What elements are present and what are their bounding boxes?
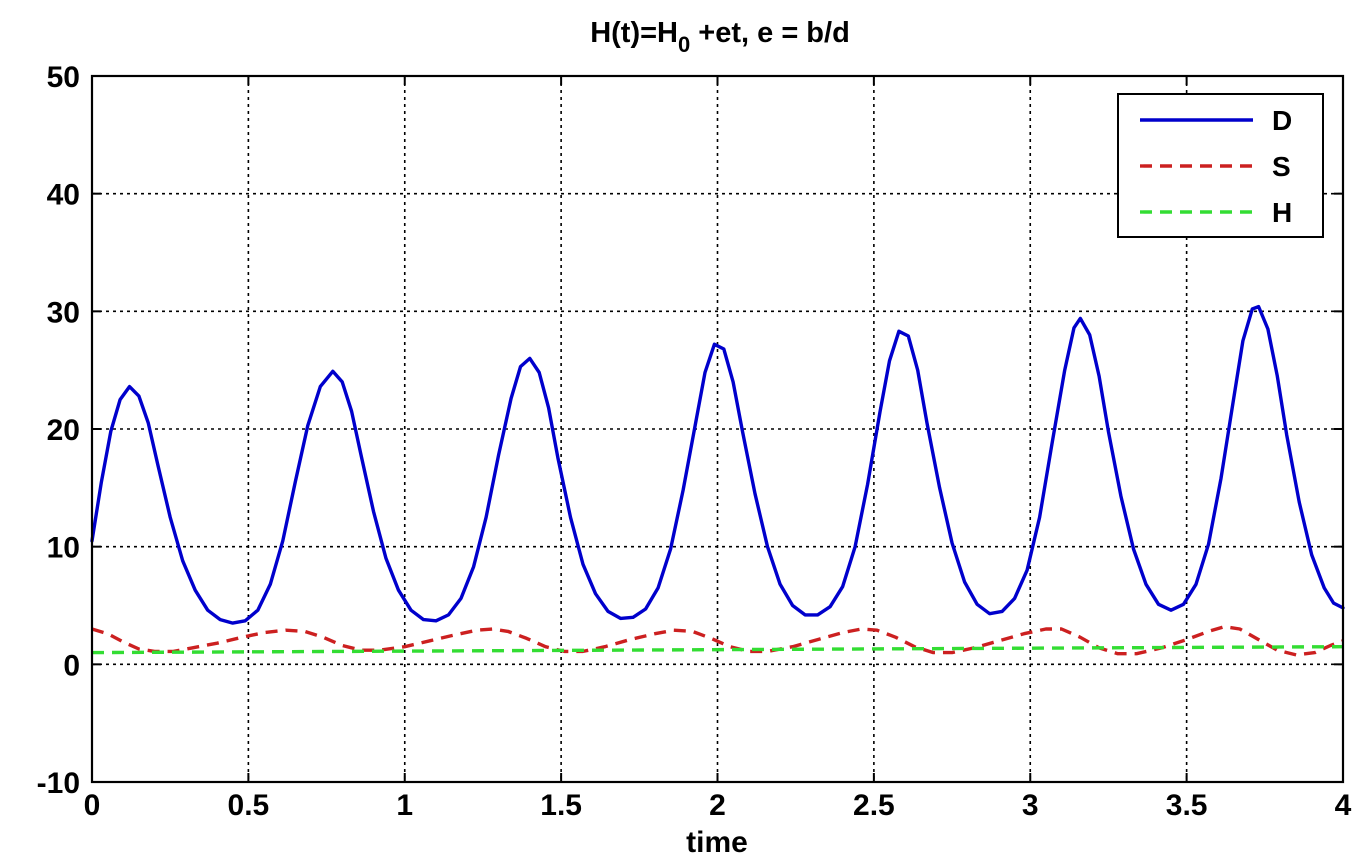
legend-entries: DSH bbox=[1140, 105, 1292, 228]
x-tick-label: 0 bbox=[84, 789, 101, 822]
x-tick-label: 4 bbox=[1335, 789, 1352, 822]
x-tick-label: 2 bbox=[709, 789, 726, 822]
y-tick-label: 50 bbox=[47, 61, 80, 94]
y-tick-label: 20 bbox=[47, 414, 80, 447]
x-tick-label: 3.5 bbox=[1166, 789, 1208, 822]
y-tick-label: 40 bbox=[47, 179, 80, 212]
ticks bbox=[91, 75, 1344, 783]
x-tick-label: 2.5 bbox=[853, 789, 895, 822]
series-line-s bbox=[91, 625, 1344, 657]
chart-title: H(t)=H0 +et, e = b/d bbox=[590, 17, 850, 57]
legend: DSH bbox=[1117, 93, 1324, 238]
x-tick-label: 3 bbox=[1022, 789, 1039, 822]
legend-label-h: H bbox=[1272, 197, 1292, 228]
y-tick-label: 0 bbox=[63, 649, 80, 682]
y-tick-label: 10 bbox=[47, 532, 80, 565]
y-tick-label: -10 bbox=[37, 767, 80, 800]
legend-label-s: S bbox=[1272, 151, 1291, 182]
legend-label-d: D bbox=[1272, 105, 1292, 136]
x-tick-label: 1.5 bbox=[540, 789, 582, 822]
x-tick-label: 1 bbox=[396, 789, 413, 822]
x-axis-label: time bbox=[686, 826, 748, 858]
series-layer bbox=[90, 304, 1345, 657]
grid bbox=[92, 76, 1343, 782]
series-line-h bbox=[91, 645, 1344, 655]
series-line-d bbox=[90, 304, 1345, 625]
chart-title-subscript: 0 bbox=[678, 32, 690, 57]
x-tick-label: 0.5 bbox=[228, 789, 270, 822]
y-tick-label: 30 bbox=[47, 296, 80, 329]
